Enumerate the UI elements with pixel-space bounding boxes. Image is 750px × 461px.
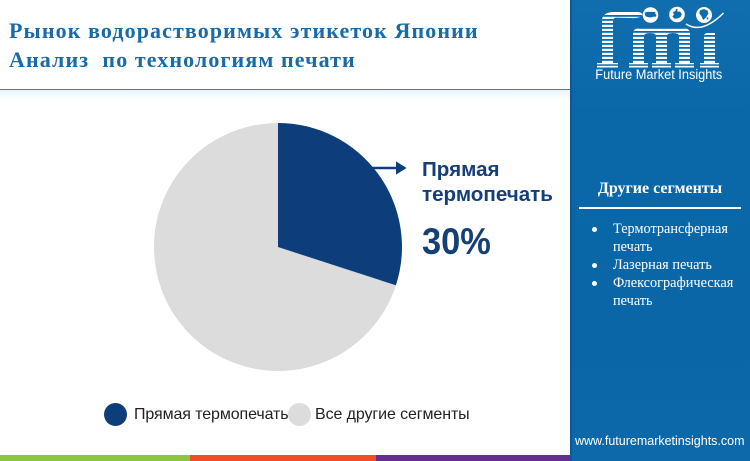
svg-text:Future Market Insights: Future Market Insights [595, 67, 722, 82]
